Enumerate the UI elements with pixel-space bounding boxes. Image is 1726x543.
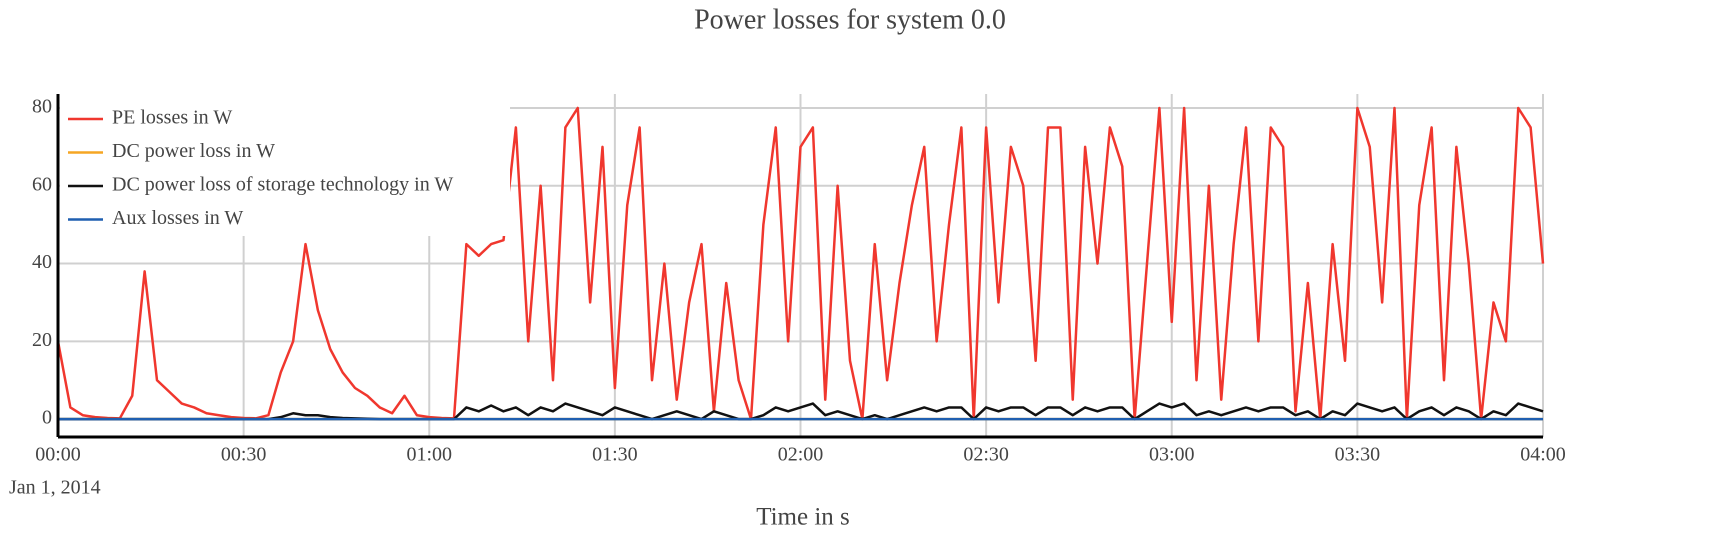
legend-label: DC power loss of storage technology in W xyxy=(112,174,453,196)
x-tick-label: 03:00 xyxy=(1149,444,1195,466)
x-axis-title: Time in s xyxy=(756,504,850,531)
legend-label: Aux losses in W xyxy=(112,207,243,229)
series-line xyxy=(58,402,1544,421)
legend-label: PE losses in W xyxy=(112,107,232,129)
legend-label: DC power loss in W xyxy=(112,140,275,162)
x-tick-label: 01:30 xyxy=(592,444,638,466)
y-tick-label: 60 xyxy=(32,173,52,195)
x-tick-label: 00:00 xyxy=(35,444,81,466)
y-tick-label: 0 xyxy=(42,407,52,429)
y-tick-label: 20 xyxy=(32,329,52,351)
x-tick-label: 01:00 xyxy=(406,444,452,466)
y-tick-label: 80 xyxy=(32,96,52,118)
y-tick-label: 40 xyxy=(32,251,52,273)
series-line xyxy=(56,106,1545,421)
x-tick-label: 02:30 xyxy=(963,444,1009,466)
x-tick-label: 04:00 xyxy=(1520,444,1566,466)
x-tick-label: 00:30 xyxy=(221,444,267,466)
chart-title: Power losses for system 0.0 xyxy=(694,4,1006,35)
x-tick-label: 03:30 xyxy=(1335,444,1381,466)
x-tick-label: 02:00 xyxy=(778,444,824,466)
legend-box xyxy=(60,94,510,236)
x-date-label: Jan 1, 2014 xyxy=(9,477,101,499)
